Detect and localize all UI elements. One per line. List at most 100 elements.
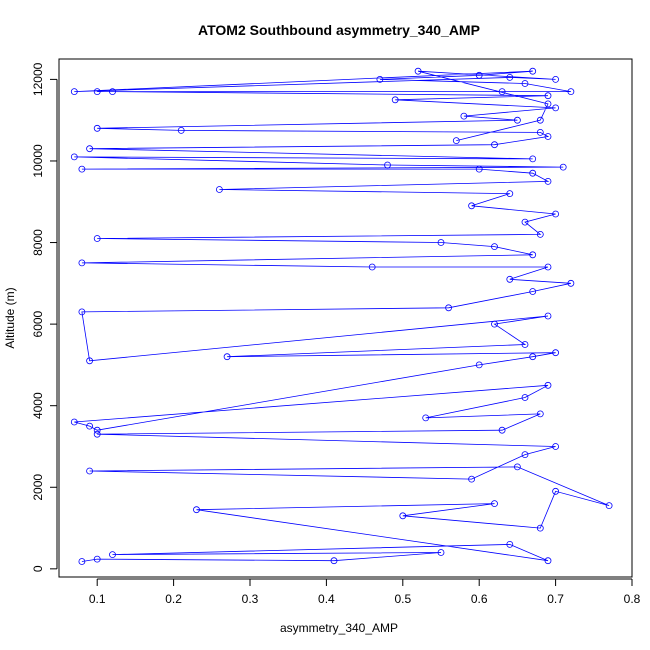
data-point xyxy=(93,555,101,563)
data-point xyxy=(552,349,559,357)
data-point xyxy=(536,128,544,136)
data-point xyxy=(437,549,445,556)
data-point xyxy=(391,96,399,104)
x-tick-label: 0.6 xyxy=(471,592,488,606)
data-point xyxy=(78,558,86,565)
data-point xyxy=(384,161,391,169)
data-series xyxy=(70,67,613,565)
data-point xyxy=(552,210,559,218)
data-point xyxy=(93,124,101,132)
y-tick-label: 4000 xyxy=(31,392,45,419)
x-tick-label: 0.5 xyxy=(394,592,411,606)
data-point xyxy=(475,165,483,173)
x-axis-label: asymmetry_340_AMP xyxy=(280,621,398,635)
data-point xyxy=(498,426,506,434)
data-point xyxy=(552,487,559,495)
data-point xyxy=(529,353,537,361)
data-point xyxy=(521,218,529,226)
data-point xyxy=(544,312,552,320)
data-point xyxy=(552,104,559,112)
data-point xyxy=(414,67,422,75)
plot-frame xyxy=(58,58,633,578)
data-point xyxy=(506,190,514,198)
data-point xyxy=(605,502,613,510)
data-point xyxy=(78,308,86,316)
data-point xyxy=(109,551,116,558)
data-point xyxy=(491,500,498,508)
y-axis-label: Altitude (m) xyxy=(3,287,17,348)
data-point xyxy=(491,320,498,328)
data-point xyxy=(70,418,78,426)
data-point xyxy=(506,541,514,548)
y-tick-label: 0 xyxy=(31,565,45,572)
data-point xyxy=(78,165,86,173)
y-tick-label: 6000 xyxy=(31,310,45,337)
x-tick-label: 0.1 xyxy=(89,592,106,606)
x-axis: 0.1 0.2 0.3 0.4 0.5 0.6 0.7 0.8 xyxy=(89,578,641,606)
data-point xyxy=(521,341,529,348)
data-point xyxy=(93,88,101,95)
data-point xyxy=(521,80,529,87)
series-line xyxy=(74,70,610,562)
x-tick-label: 0.4 xyxy=(318,592,335,606)
x-tick-label: 0.8 xyxy=(624,592,641,606)
data-point xyxy=(514,116,521,124)
data-point xyxy=(475,71,483,79)
data-point xyxy=(93,235,101,242)
data-point xyxy=(70,88,78,95)
data-point xyxy=(93,426,101,434)
data-point xyxy=(177,126,185,134)
data-point xyxy=(514,463,521,471)
data-point xyxy=(93,430,101,438)
data-point xyxy=(544,177,552,185)
data-point xyxy=(536,524,544,532)
data-point xyxy=(552,443,559,450)
data-point xyxy=(215,186,223,193)
data-point xyxy=(422,414,430,422)
data-point xyxy=(536,116,544,124)
data-point xyxy=(567,279,575,287)
data-point xyxy=(521,451,529,459)
chart-title: ATOM2 Southbound asymmetry_340_AMP xyxy=(198,22,480,38)
data-point xyxy=(506,275,514,283)
data-point xyxy=(445,304,453,312)
data-point xyxy=(536,230,544,238)
data-point xyxy=(544,133,552,140)
x-tick-label: 0.3 xyxy=(242,592,259,606)
data-point xyxy=(86,422,93,430)
y-tick-label: 8000 xyxy=(31,229,45,256)
data-point xyxy=(544,92,552,100)
data-point xyxy=(498,88,506,95)
data-point xyxy=(506,74,514,81)
data-point xyxy=(529,67,537,75)
data-point xyxy=(86,357,93,365)
data-point xyxy=(544,557,552,565)
data-point xyxy=(529,169,537,177)
data-point xyxy=(330,557,338,565)
data-point xyxy=(109,88,116,95)
data-point xyxy=(70,153,78,161)
data-point xyxy=(491,243,498,251)
data-point xyxy=(475,361,483,369)
data-point xyxy=(193,506,200,514)
data-point xyxy=(78,259,86,267)
data-point xyxy=(86,467,93,475)
data-point xyxy=(529,251,537,259)
data-point xyxy=(536,410,544,418)
data-point xyxy=(86,145,93,153)
y-tick-label: 12000 xyxy=(31,62,45,96)
data-point xyxy=(544,381,552,389)
data-point xyxy=(452,137,460,145)
data-point xyxy=(529,288,537,295)
y-tick-label: 2000 xyxy=(31,474,45,501)
data-point xyxy=(368,263,376,271)
data-point xyxy=(559,163,567,171)
data-point xyxy=(468,202,476,210)
data-point xyxy=(544,100,552,108)
data-point xyxy=(567,88,575,95)
data-point xyxy=(468,475,476,483)
data-point xyxy=(437,239,445,246)
data-point xyxy=(521,394,529,401)
x-tick-label: 0.7 xyxy=(547,592,564,606)
